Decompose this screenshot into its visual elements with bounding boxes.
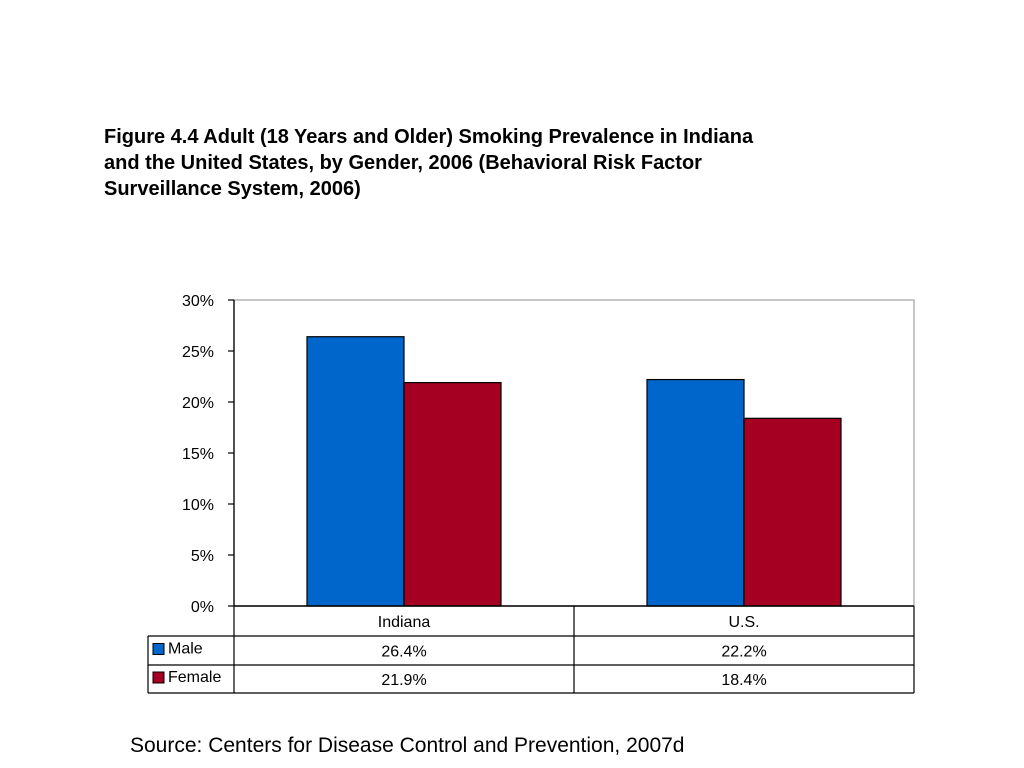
legend-label-female: Female	[168, 669, 221, 686]
source-note: Source: Centers for Disease Control and …	[130, 734, 685, 757]
bar-female-0	[403, 382, 502, 607]
y-tick-label: 15%	[182, 446, 214, 463]
y-tick-label: 30%	[182, 293, 214, 310]
data-label: 21.9%	[381, 672, 426, 689]
y-tick-label: 20%	[182, 395, 214, 412]
data-label: 26.4%	[381, 644, 426, 661]
bar-male-1	[646, 378, 745, 607]
bar-male-0	[306, 336, 405, 607]
title-line-1: Figure 4.4 Adult (18 Years and Older) Sm…	[104, 126, 754, 148]
legend-swatch-male	[152, 643, 165, 655]
data-label: 18.4%	[721, 672, 766, 689]
data-label: 22.2%	[721, 644, 766, 661]
plot-area: 0% 5% 10% 15% 20% 25% 30%	[182, 293, 915, 616]
bar-female-1	[743, 417, 842, 607]
y-tick-label: 5%	[191, 548, 214, 565]
chart-title: Figure 4.4 Adult (18 Years and Older) Sm…	[104, 124, 864, 202]
x-category-label: Indiana	[378, 614, 431, 631]
x-category-label: U.S.	[728, 614, 759, 631]
legend-swatch-female	[152, 671, 165, 684]
data-table: Indiana U.S. Male 26.4% 22.2% Female 21.9% 18.4…	[147, 605, 915, 694]
y-tick-label: 0%	[191, 599, 214, 616]
y-tick-label: 10%	[182, 497, 214, 514]
legend-label-male: Male	[168, 641, 203, 658]
title-line-2: and the United States, by Gender, 2006 (…	[104, 152, 702, 174]
y-tick-label: 25%	[182, 344, 214, 361]
title-line-3: Surveillance System, 2006)	[104, 178, 361, 200]
